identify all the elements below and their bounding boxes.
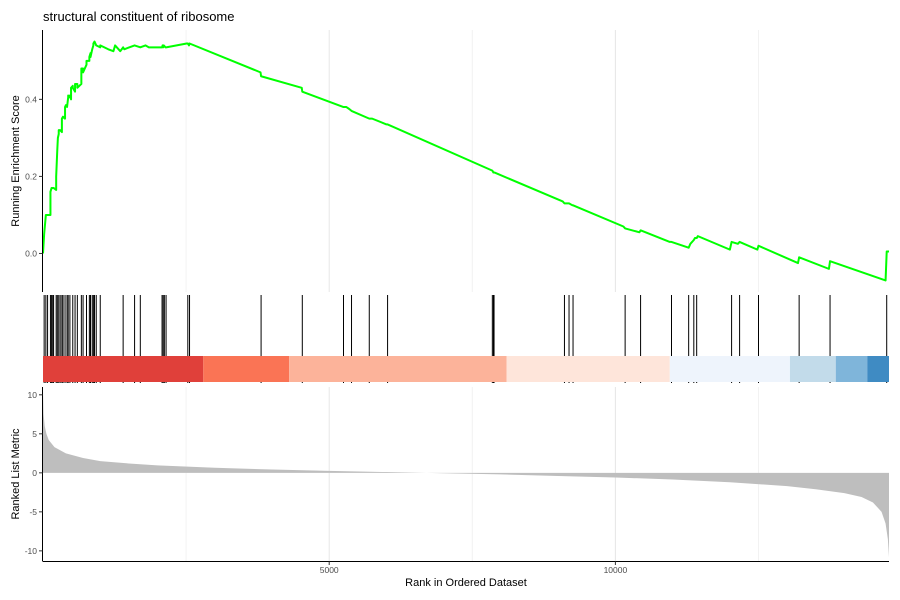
band-segment-2 — [289, 356, 507, 382]
x-ticks: 5000 10000 — [320, 561, 628, 575]
bottom-y-tick-label--5: -5 — [29, 507, 37, 517]
band-segment-1 — [203, 356, 290, 382]
axes — [42, 30, 889, 562]
band-segment-5 — [789, 356, 836, 382]
bottom-y-ticks: 10 5 0 -5 -10 — [25, 390, 43, 556]
bottom-y-tick-label--10: -10 — [25, 546, 38, 556]
chart-title: structural constituent of ribosome — [43, 9, 234, 24]
band-segment-3 — [506, 356, 670, 382]
top-y-ticks: 0.0 0.2 0.4 — [25, 94, 43, 258]
band-segment-0 — [43, 356, 204, 382]
bottom-y-axis-title: Ranked List Metric — [10, 428, 22, 520]
top-y-tick-label-0.2: 0.2 — [25, 171, 37, 181]
band-segment-6 — [835, 356, 868, 382]
x-axis-title: Rank in Ordered Dataset — [405, 577, 527, 589]
band-segment-4 — [669, 356, 790, 382]
top-y-tick-label-0.4: 0.4 — [25, 94, 37, 104]
ranked-metric-area — [43, 390, 889, 558]
band-segment-7 — [867, 356, 889, 382]
bottom-y-tick-label-10: 10 — [28, 390, 38, 400]
bottom-y-tick-label-0: 0 — [32, 468, 37, 478]
x-tick-label-5000: 5000 — [320, 565, 339, 575]
x-tick-label-10000: 10000 — [604, 565, 628, 575]
top-y-axis-title: Running Enrichment Score — [10, 95, 22, 226]
top-y-tick-label-0: 0.0 — [25, 248, 37, 258]
enrichment-panel — [42, 40, 889, 282]
enrichment-score-line — [42, 40, 889, 282]
top-panel-gridlines — [185, 30, 759, 292]
bottom-y-tick-label-5: 5 — [32, 429, 37, 439]
rank-color-band — [43, 356, 889, 382]
